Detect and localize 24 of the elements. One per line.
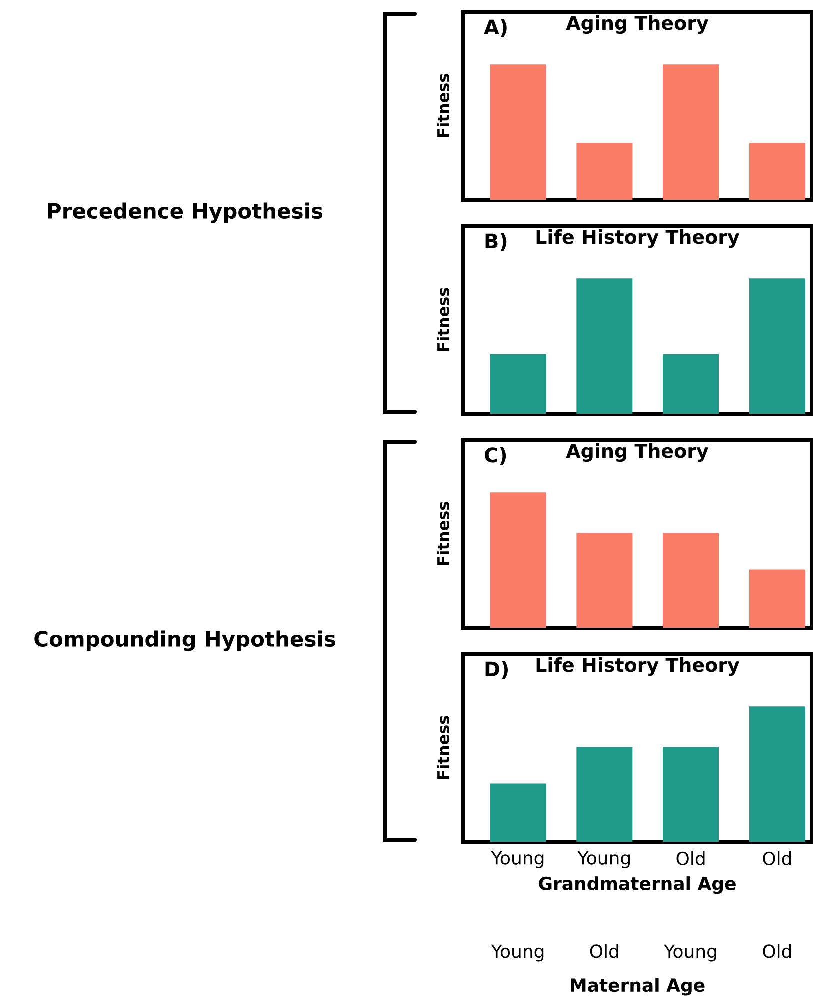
chart-title: Life History Theory xyxy=(536,230,740,248)
text: C) xyxy=(484,447,506,466)
text: Young xyxy=(664,944,716,962)
y-axis-title: Fitness xyxy=(437,716,450,780)
text: D) xyxy=(486,661,508,680)
x-tick-label: Old xyxy=(763,852,792,866)
x-tick-label: Old xyxy=(676,852,705,866)
text: Old xyxy=(590,944,618,958)
text: Compounding Hypothesis xyxy=(34,630,336,652)
chart-title: Aging Theory xyxy=(566,444,709,462)
x-axis-title: Grandmaternal Age xyxy=(539,876,736,894)
x-tick-label: Young xyxy=(491,852,544,868)
text: Old xyxy=(763,944,792,958)
y-axis-title: Fitness xyxy=(437,502,450,566)
text: A) xyxy=(484,19,507,38)
chart-title: Life History Theory xyxy=(536,658,740,676)
text: Maternal Age xyxy=(571,978,705,996)
x-tick-label: Young xyxy=(578,852,630,868)
y-axis-title: Fitness xyxy=(437,288,450,352)
text: Precedence Hypothesis xyxy=(48,202,323,224)
text: B) xyxy=(486,233,507,252)
chart-title: Aging Theory xyxy=(566,16,709,34)
y-axis-title: Fitness xyxy=(437,74,450,138)
text: Young xyxy=(491,944,544,962)
